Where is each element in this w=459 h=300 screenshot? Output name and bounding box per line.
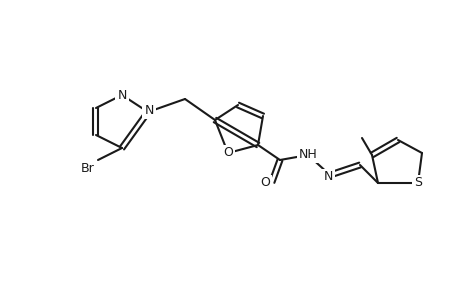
Text: N: N	[323, 170, 332, 184]
Text: NH: NH	[298, 148, 317, 161]
Text: Br: Br	[81, 161, 95, 175]
Text: O: O	[223, 146, 232, 160]
Text: S: S	[413, 176, 421, 190]
Text: N: N	[144, 104, 153, 118]
Text: O: O	[259, 176, 269, 190]
Text: N: N	[117, 88, 126, 101]
